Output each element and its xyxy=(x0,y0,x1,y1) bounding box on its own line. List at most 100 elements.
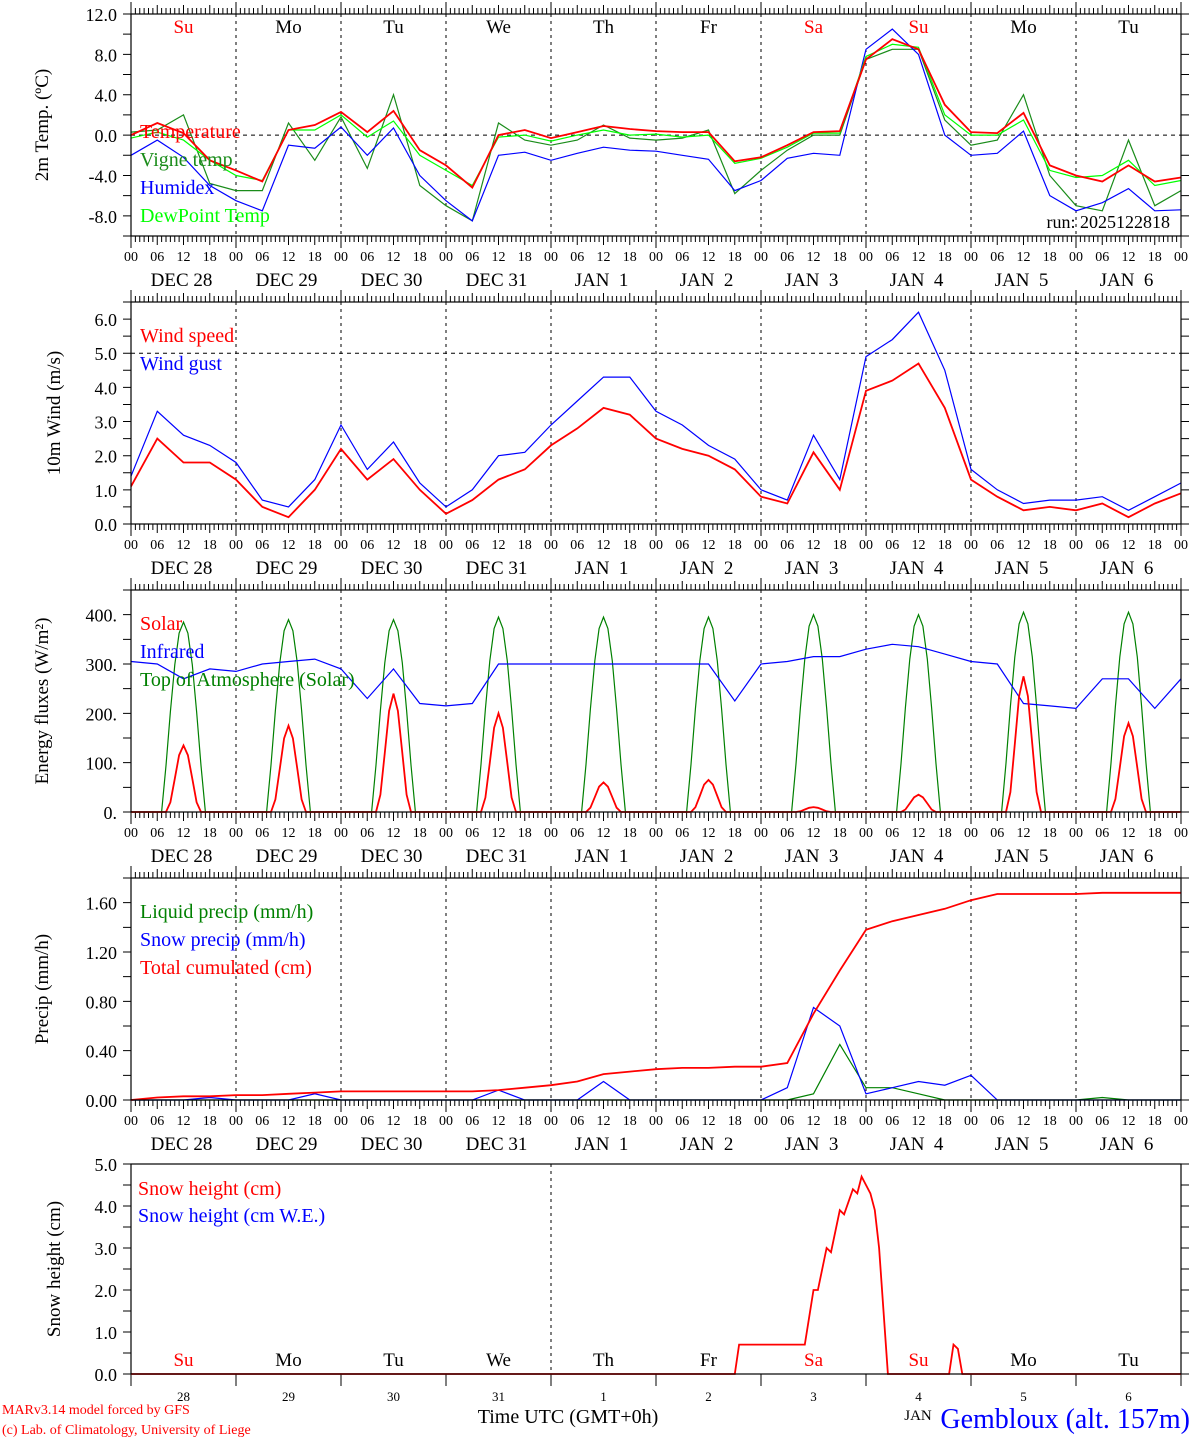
weekday-label: Mo xyxy=(275,1350,301,1371)
x-hour-label: 12 xyxy=(387,826,401,841)
x-hour-label: 06 xyxy=(570,1114,584,1129)
x-hour-label: 06 xyxy=(885,1114,899,1129)
x-hour-label: 18 xyxy=(938,538,952,553)
x-date-label: DEC 30 xyxy=(361,1134,423,1155)
x-hour-label: 06 xyxy=(885,250,899,265)
y-tick-label: 300. xyxy=(86,655,118,675)
x-hour-label: 12 xyxy=(177,1114,191,1129)
x-hour-label: 06 xyxy=(990,538,1004,553)
weekday-label: Sa xyxy=(804,17,824,38)
series-line-liquid-precip-mm-h- xyxy=(131,1043,1181,1101)
weekday-label: Su xyxy=(908,1350,929,1371)
weekday-label: Fr xyxy=(700,1350,718,1371)
x-hour-label: 18 xyxy=(938,1114,952,1129)
x-hour-label: 00 xyxy=(859,826,873,841)
x-hour-label: 06 xyxy=(675,538,689,553)
y-axis-title: 10m Wind (m/s) xyxy=(44,351,65,476)
x-hour-label: 00 xyxy=(754,826,768,841)
x-hour-label: 00 xyxy=(859,250,873,265)
lab-credit: (c) Lab. of Climatology, University of L… xyxy=(2,1423,251,1438)
x-hour-label: 06 xyxy=(1095,1114,1109,1129)
x-date-label: DEC 28 xyxy=(151,1134,213,1155)
x-hour-label: 12 xyxy=(1122,826,1136,841)
x-hour-label: 12 xyxy=(807,1114,821,1129)
x-hour-label: 06 xyxy=(150,250,164,265)
weekday-label: Mo xyxy=(1010,1350,1036,1371)
x-hour-label: 06 xyxy=(150,1114,164,1129)
x-hour-label: 00 xyxy=(544,250,558,265)
x-hour-label: 12 xyxy=(387,250,401,265)
x-hour-label: 12 xyxy=(1017,538,1031,553)
x-hour-label: 06 xyxy=(1095,538,1109,553)
x-hour-label: 12 xyxy=(177,538,191,553)
x-date-label: DEC 29 xyxy=(256,270,318,291)
y-axis-title: Energy fluxes (W/m²) xyxy=(32,618,53,785)
y-tick-label: 0. xyxy=(104,803,118,823)
y-tick-label: 6.0 xyxy=(95,310,118,330)
x-hour-label: 18 xyxy=(1148,1114,1162,1129)
x-date-label: 29 xyxy=(282,1389,295,1404)
x-hour-label: 12 xyxy=(492,538,506,553)
weekday-label: Th xyxy=(593,17,615,38)
legend-entry: Snow height (cm W.E.) xyxy=(138,1205,325,1227)
x-hour-label: 06 xyxy=(255,826,269,841)
x-hour-label: 00 xyxy=(964,826,978,841)
x-date-label: DEC 30 xyxy=(361,846,423,867)
x-hour-label: 06 xyxy=(780,250,794,265)
x-hour-label: 00 xyxy=(964,1114,978,1129)
weekday-label: Sa xyxy=(804,1350,824,1371)
legend-entry: Wind speed xyxy=(140,325,234,347)
x-hour-label: 12 xyxy=(807,538,821,553)
x-hour-label: 12 xyxy=(1122,1114,1136,1129)
x-hour-label: 00 xyxy=(649,250,663,265)
x-hour-label: 18 xyxy=(308,250,322,265)
x-hour-label: 06 xyxy=(570,538,584,553)
x-date-label: DEC 31 xyxy=(466,270,528,291)
x-hour-label: 12 xyxy=(177,826,191,841)
x-hour-label: 06 xyxy=(360,826,374,841)
day-ticks xyxy=(130,1374,1182,1386)
x-hour-label: 00 xyxy=(859,1114,873,1129)
y-tick-label: 4.0 xyxy=(95,378,118,398)
x-hour-label: 18 xyxy=(518,826,532,841)
plot-frame xyxy=(130,589,1182,813)
y-tick-label: 1.0 xyxy=(95,481,118,501)
x-date-label: DEC 28 xyxy=(151,270,213,291)
x-date-label: JAN 3 xyxy=(785,1134,839,1155)
x-hour-label: 12 xyxy=(177,250,191,265)
x-date-label: JAN 6 xyxy=(1100,558,1154,579)
x-date-label: 4 xyxy=(915,1389,922,1404)
y-tick-label: -4.0 xyxy=(89,166,118,186)
x-hour-label: 18 xyxy=(728,826,742,841)
x-hour-label: 00 xyxy=(1174,538,1188,553)
weekday-label: Su xyxy=(173,1350,194,1371)
series-line-total-cumulated-cm- xyxy=(130,891,1181,1101)
x-date-label: 1 xyxy=(600,1389,607,1404)
x-date-label: JAN 6 xyxy=(1100,1134,1154,1155)
x-hour-label: 12 xyxy=(1017,1114,1031,1129)
x-hour-label: 00 xyxy=(754,538,768,553)
x-hour-label: 18 xyxy=(1043,538,1057,553)
weekday-label: Su xyxy=(173,17,194,38)
y-ticks xyxy=(123,589,1189,813)
run-label: run: 2025122818 xyxy=(1047,212,1171,232)
x-hour-label: 18 xyxy=(728,1114,742,1129)
legend-entry: Top of Atmosphere (Solar) xyxy=(140,669,355,691)
series-line-temperature xyxy=(130,38,1182,190)
y-ticks xyxy=(123,301,1189,525)
y-tick-label: 100. xyxy=(86,754,118,774)
legend-entry: DewPoint Temp xyxy=(140,205,270,227)
weekday-label: Mo xyxy=(1010,17,1036,38)
x-date-label: JAN 5 xyxy=(995,558,1049,579)
x-hour-label: 12 xyxy=(1122,250,1136,265)
x-hour-label: 00 xyxy=(649,538,663,553)
model-credit: MARv3.14 model forced by GFS xyxy=(2,1403,190,1418)
x-hour-label: 06 xyxy=(675,826,689,841)
x-hour-label: 18 xyxy=(1148,250,1162,265)
x-hour-label: 18 xyxy=(938,826,952,841)
panel-3: 0. 100. 200. 300. 400. Energy fluxes (W/m²) So… xyxy=(32,578,1189,867)
x-hour-label: 18 xyxy=(623,1114,637,1129)
x-date-label: JAN 4 xyxy=(890,270,944,291)
x-hour-label: 06 xyxy=(465,250,479,265)
